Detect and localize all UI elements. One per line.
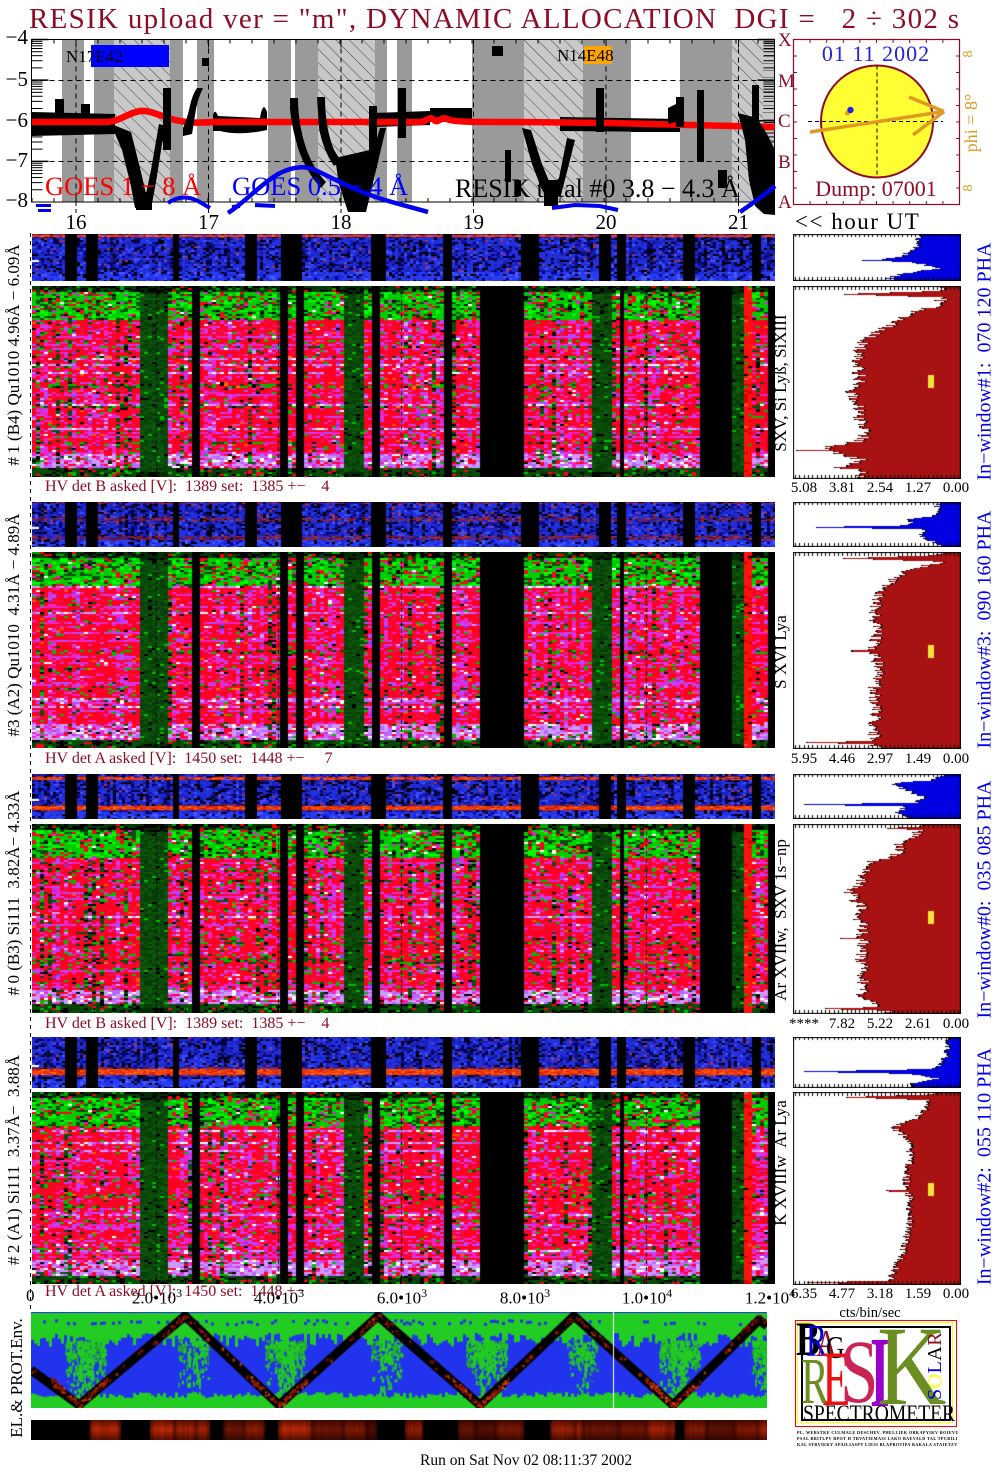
svg-text:8: 8 [961, 51, 976, 58]
svg-text:GOES 0.5 − 4 Å: GOES 0.5 − 4 Å [232, 171, 408, 201]
svg-text:−8: −8 [6, 188, 28, 212]
svg-text:20: 20 [596, 210, 617, 233]
svg-text:M: M [778, 71, 795, 92]
svg-text:A: A [778, 192, 792, 213]
svg-text:19: 19 [463, 210, 484, 233]
svg-text:21: 21 [728, 210, 749, 233]
svg-text:X: X [778, 30, 792, 51]
svg-text:18: 18 [331, 210, 352, 233]
svg-text:16: 16 [66, 210, 87, 233]
svg-text:17: 17 [198, 210, 219, 233]
svg-text:C: C [778, 111, 791, 132]
svg-text:−7: −7 [6, 148, 28, 172]
svg-text:B: B [778, 152, 791, 173]
svg-text:GOES 1 − 8 Å: GOES 1 − 8 Å [45, 171, 201, 201]
svg-text:phi = 8°: phi = 8° [961, 94, 981, 152]
svg-text:N17E42: N17E42 [66, 47, 123, 66]
svg-text:−6: −6 [6, 108, 28, 132]
svg-text:<< hour UT: << hour UT [795, 209, 920, 233]
svg-text:Dump: 07001: Dump: 07001 [815, 176, 937, 201]
svg-text:N14E48: N14E48 [557, 46, 614, 65]
svg-text:−4: −4 [6, 25, 29, 49]
svg-text:8: 8 [961, 185, 976, 192]
svg-text:−5: −5 [6, 67, 28, 91]
svg-text:RESIK total #0 3.8 − 4.3 Å: RESIK total #0 3.8 − 4.3 Å [455, 174, 740, 203]
svg-text:01 11 2002: 01 11 2002 [822, 41, 930, 66]
